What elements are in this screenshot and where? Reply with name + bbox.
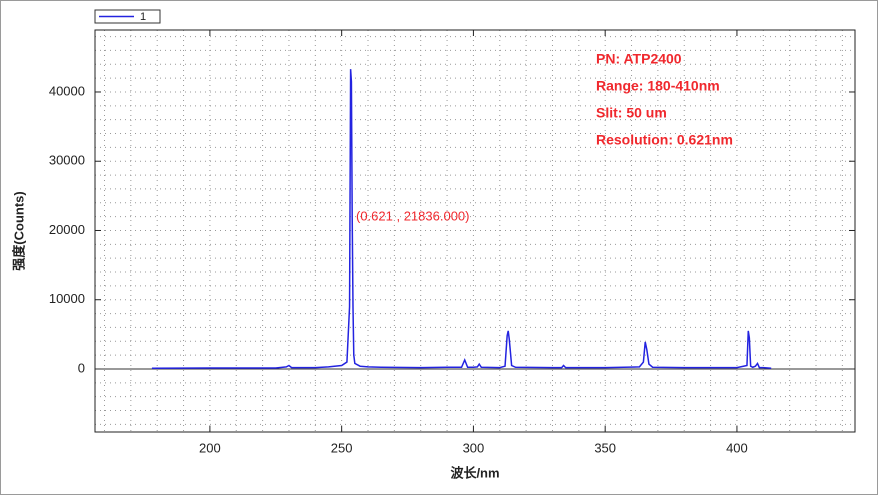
x-tick-label: 250 — [331, 440, 353, 455]
y-tick-label: 0 — [78, 360, 85, 375]
x-axis-label: 波长/nm — [450, 465, 499, 480]
annotation: Range: 180-410nm — [596, 78, 720, 94]
plot-area — [95, 30, 855, 432]
annotation: Resolution: 0.621nm — [596, 132, 733, 148]
point-label: (0.621 , 21836.000) — [356, 208, 469, 223]
y-tick-label: 20000 — [49, 222, 85, 237]
x-tick-label: 200 — [199, 440, 221, 455]
annotation: PN: ATP2400 — [596, 51, 682, 67]
y-axis-label: 强度(Counts) — [11, 191, 26, 270]
annotation: Slit: 50 um — [596, 105, 667, 121]
y-tick-label: 30000 — [49, 153, 85, 168]
spectrum-line — [151, 69, 772, 370]
plot-frame — [94, 29, 856, 433]
legend-label: 1 — [140, 11, 146, 23]
x-tick-label: 350 — [594, 440, 616, 455]
y-tick-label: 40000 — [49, 83, 85, 98]
x-tick-label: 300 — [463, 440, 485, 455]
x-tick-label: 400 — [726, 440, 748, 455]
y-tick-label: 10000 — [49, 291, 85, 306]
